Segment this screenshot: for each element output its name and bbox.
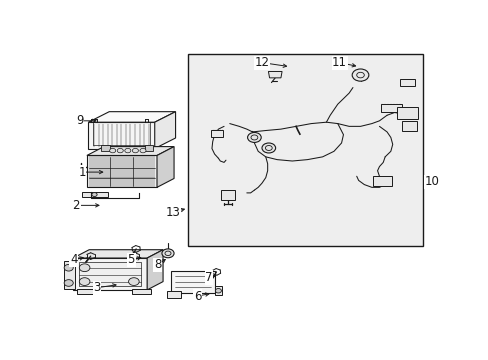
Polygon shape (77, 288, 96, 294)
Text: 3: 3 (93, 281, 101, 294)
Text: 5: 5 (127, 253, 135, 266)
Polygon shape (167, 291, 180, 298)
Circle shape (109, 148, 116, 153)
Text: 9: 9 (76, 114, 83, 127)
Circle shape (64, 280, 73, 286)
Polygon shape (102, 145, 110, 151)
Circle shape (79, 278, 90, 285)
Text: 4: 4 (70, 253, 77, 266)
Polygon shape (79, 262, 141, 286)
Polygon shape (87, 156, 157, 187)
Text: 2: 2 (72, 199, 80, 212)
Circle shape (247, 132, 261, 143)
Polygon shape (188, 54, 422, 246)
Polygon shape (88, 122, 154, 149)
Polygon shape (145, 145, 153, 151)
Polygon shape (400, 79, 415, 86)
Polygon shape (87, 147, 174, 156)
Polygon shape (82, 192, 107, 197)
Polygon shape (401, 121, 417, 131)
Polygon shape (154, 112, 175, 149)
Text: 7: 7 (205, 271, 212, 284)
Circle shape (140, 148, 146, 153)
Circle shape (124, 148, 131, 153)
Text: 8: 8 (154, 258, 161, 271)
Text: 12: 12 (254, 56, 269, 69)
Polygon shape (221, 190, 234, 200)
Text: 1: 1 (78, 166, 85, 179)
Polygon shape (214, 286, 222, 296)
Circle shape (79, 264, 90, 271)
Text: 6: 6 (193, 289, 201, 302)
Circle shape (262, 143, 275, 153)
Polygon shape (88, 112, 175, 122)
Circle shape (117, 148, 123, 153)
Polygon shape (147, 250, 163, 290)
Circle shape (132, 148, 138, 153)
Polygon shape (73, 258, 147, 290)
Circle shape (351, 69, 368, 81)
Circle shape (92, 193, 97, 197)
Polygon shape (132, 288, 151, 294)
Polygon shape (171, 270, 214, 293)
Circle shape (64, 264, 73, 271)
Polygon shape (372, 176, 391, 186)
Circle shape (128, 278, 139, 285)
Text: 13: 13 (165, 206, 180, 219)
Text: 10: 10 (424, 175, 439, 188)
Polygon shape (268, 72, 282, 78)
Text: 11: 11 (331, 56, 346, 69)
Circle shape (162, 249, 174, 258)
Polygon shape (396, 107, 417, 119)
Polygon shape (157, 147, 174, 187)
Polygon shape (211, 130, 223, 136)
Polygon shape (73, 250, 163, 258)
Circle shape (215, 288, 221, 293)
Polygon shape (63, 261, 75, 288)
Polygon shape (381, 104, 401, 112)
